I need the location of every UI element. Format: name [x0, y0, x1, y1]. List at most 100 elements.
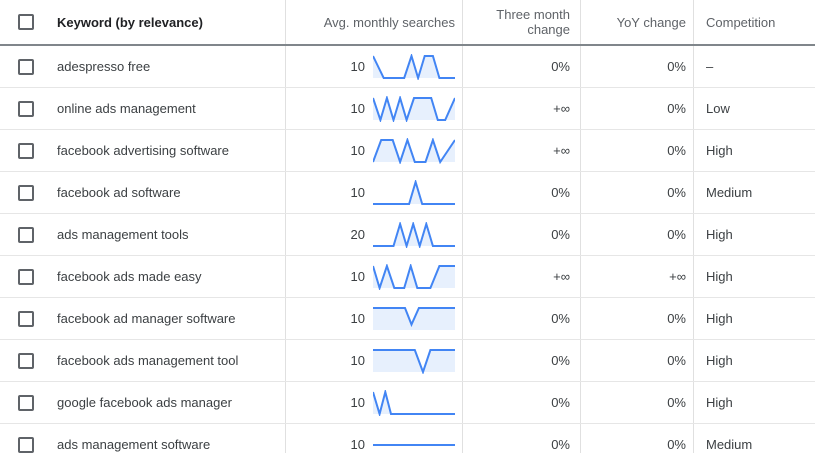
- header-cell-yoy: YoY change: [580, 0, 693, 44]
- three-month-change-value: +∞: [553, 269, 570, 284]
- yoy-change-value: 0%: [667, 395, 686, 410]
- yoy-change-cell: 0%: [580, 46, 693, 87]
- row-checkbox[interactable]: [18, 394, 34, 411]
- competition-value: Medium: [706, 185, 753, 200]
- competition-cell: Low: [693, 88, 815, 129]
- row-checkbox[interactable]: [18, 436, 34, 453]
- table-row: adespresso free 10 0% 0% –: [0, 46, 815, 88]
- keyword-cell: ads management tools: [0, 214, 285, 255]
- keyword-text: adespresso free: [57, 59, 151, 74]
- yoy-change-value: 0%: [667, 143, 686, 158]
- keyword-text: facebook ad software: [57, 185, 181, 200]
- search-trend-sparkline: [373, 137, 455, 164]
- table-row: google facebook ads manager 10 0% 0% Hig…: [0, 382, 815, 424]
- keyword-cell: facebook ads made easy: [0, 256, 285, 297]
- three-month-change-cell: +∞: [462, 256, 580, 297]
- yoy-change-cell: 0%: [580, 298, 693, 339]
- search-trend-sparkline: [373, 221, 455, 248]
- avg-monthly-searches-cell: 10: [285, 382, 462, 423]
- yoy-change-cell: 0%: [580, 214, 693, 255]
- yoy-change-cell: 0%: [580, 88, 693, 129]
- row-checkbox[interactable]: [18, 310, 34, 327]
- competition-value: High: [706, 143, 733, 158]
- keyword-cell: online ads management: [0, 88, 285, 129]
- search-trend-sparkline: [373, 179, 455, 205]
- table-row: ads management software 10 0% 0% Medium: [0, 424, 815, 453]
- row-checkbox[interactable]: [18, 100, 34, 117]
- column-header-keyword[interactable]: Keyword (by relevance): [57, 14, 203, 30]
- yoy-change-value: 0%: [667, 101, 686, 116]
- row-checkbox[interactable]: [18, 142, 34, 159]
- competition-value: Medium: [706, 437, 753, 452]
- keyword-cell: google facebook ads manager: [0, 382, 285, 423]
- column-header-three-month-change[interactable]: Three month change: [496, 7, 570, 37]
- three-month-change-value: 0%: [551, 311, 570, 326]
- competition-cell: Medium: [693, 424, 815, 453]
- keyword-cell: facebook advertising software: [0, 130, 285, 171]
- keyword-cell: facebook ad software: [0, 172, 285, 213]
- competition-cell: High: [693, 382, 815, 423]
- table-row: facebook advertising software 10 +∞ 0% H…: [0, 130, 815, 172]
- yoy-change-cell: 0%: [580, 340, 693, 381]
- three-month-change-value: 0%: [551, 437, 570, 452]
- yoy-change-value: 0%: [667, 59, 686, 74]
- yoy-change-cell: 0%: [580, 172, 693, 213]
- avg-monthly-searches-cell: 10: [285, 130, 462, 171]
- row-checkbox[interactable]: [18, 184, 34, 201]
- header-cell-avg-monthly: Avg. monthly searches: [285, 0, 462, 44]
- three-month-change-value: 0%: [551, 227, 570, 242]
- three-month-change-value: 0%: [551, 185, 570, 200]
- competition-value: High: [706, 227, 733, 242]
- header-cell-three-month: Three month change: [462, 0, 580, 44]
- three-month-change-cell: 0%: [462, 172, 580, 213]
- competition-value: High: [706, 269, 733, 284]
- avg-monthly-searches-value: 10: [350, 185, 365, 200]
- avg-monthly-searches-value: 10: [350, 395, 365, 410]
- avg-monthly-searches-cell: 20: [285, 214, 462, 255]
- table-row: facebook ad software 10 0% 0% Medium: [0, 172, 815, 214]
- yoy-change-cell: 0%: [580, 130, 693, 171]
- competition-cell: High: [693, 298, 815, 339]
- avg-monthly-searches-value: 10: [350, 143, 365, 158]
- search-trend-sparkline: [373, 53, 455, 80]
- three-month-change-cell: 0%: [462, 424, 580, 453]
- row-checkbox[interactable]: [18, 352, 34, 369]
- yoy-change-value: 0%: [667, 185, 686, 200]
- column-header-avg-monthly-searches[interactable]: Avg. monthly searches: [323, 14, 455, 30]
- select-all-checkbox[interactable]: [18, 14, 34, 30]
- avg-monthly-searches-value: 10: [350, 59, 365, 74]
- yoy-change-value: +∞: [669, 269, 686, 284]
- row-checkbox[interactable]: [18, 226, 34, 243]
- search-trend-sparkline: [373, 263, 455, 290]
- avg-monthly-searches-value: 10: [350, 437, 365, 452]
- three-month-change-cell: 0%: [462, 214, 580, 255]
- table-row: ads management tools 20 0% 0% High: [0, 214, 815, 256]
- keyword-cell: adespresso free: [0, 46, 285, 87]
- keyword-text: facebook ads management tool: [57, 353, 239, 368]
- three-month-change-cell: +∞: [462, 88, 580, 129]
- competition-cell: High: [693, 214, 815, 255]
- search-trend-sparkline: [373, 389, 455, 416]
- three-month-change-value: 0%: [551, 59, 570, 74]
- column-header-competition[interactable]: Competition: [706, 14, 776, 30]
- keyword-cell: facebook ads management tool: [0, 340, 285, 381]
- keyword-text: ads management software: [57, 437, 211, 452]
- avg-monthly-searches-value: 10: [350, 269, 365, 284]
- table-body: adespresso free 10 0% 0% – online ads ma…: [0, 46, 815, 453]
- yoy-change-value: 0%: [667, 311, 686, 326]
- yoy-change-value: 0%: [667, 353, 686, 368]
- column-header-yoy-change[interactable]: YoY change: [616, 14, 686, 30]
- yoy-change-cell: +∞: [580, 256, 693, 297]
- yoy-change-value: 0%: [667, 437, 686, 452]
- keyword-text: facebook ad manager software: [57, 311, 236, 326]
- yoy-change-value: 0%: [667, 227, 686, 242]
- keyword-cell: facebook ad manager software: [0, 298, 285, 339]
- yoy-change-cell: 0%: [580, 424, 693, 453]
- avg-monthly-searches-cell: 10: [285, 424, 462, 453]
- avg-monthly-searches-cell: 10: [285, 340, 462, 381]
- row-checkbox[interactable]: [18, 268, 34, 285]
- table-row: online ads management 10 +∞ 0% Low: [0, 88, 815, 130]
- row-checkbox[interactable]: [18, 58, 34, 75]
- three-month-change-value: +∞: [553, 143, 570, 158]
